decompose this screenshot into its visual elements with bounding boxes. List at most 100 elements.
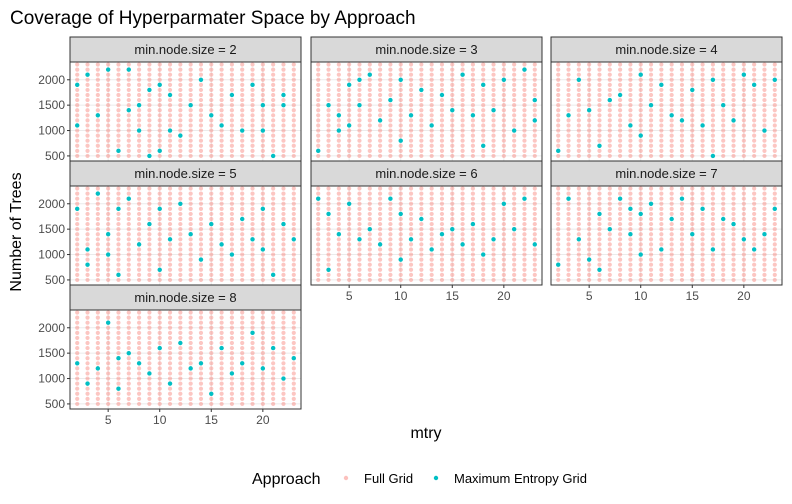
full-grid-point <box>357 138 362 143</box>
full-grid-point <box>470 123 476 128</box>
full-grid-point <box>95 401 100 407</box>
full-grid-point <box>95 242 100 247</box>
full-grid-point <box>147 361 152 366</box>
full-grid-point <box>147 201 152 206</box>
full-grid-point <box>398 108 403 113</box>
full-grid-point <box>648 82 654 87</box>
full-grid-point <box>229 366 235 371</box>
full-grid-point <box>710 257 716 262</box>
full-grid-point <box>75 345 80 351</box>
full-grid-point <box>377 191 383 196</box>
full-grid-point <box>126 128 131 133</box>
full-grid-point <box>659 237 664 242</box>
full-grid-point <box>628 191 633 196</box>
full-grid-point <box>281 356 286 361</box>
full-grid-point <box>460 103 465 108</box>
full-grid-point <box>419 206 424 211</box>
full-grid-point <box>281 335 286 341</box>
full-grid-point <box>576 221 581 227</box>
full-grid-point <box>491 206 496 211</box>
full-grid-point <box>219 128 224 133</box>
full-grid-point <box>106 206 111 211</box>
full-grid-point <box>669 108 674 113</box>
full-grid-point <box>752 67 757 72</box>
full-grid-point <box>522 138 527 143</box>
full-grid-point <box>271 310 276 315</box>
full-grid-point <box>597 186 602 191</box>
full-grid-point <box>75 376 80 381</box>
full-grid-point <box>357 252 362 257</box>
full-grid-point <box>85 361 90 366</box>
full-grid-point <box>326 201 331 206</box>
full-grid-point <box>136 82 142 87</box>
full-grid-point <box>147 206 152 211</box>
full-grid-point <box>377 87 383 93</box>
full-grid-point <box>587 277 592 283</box>
full-grid-point <box>460 92 465 98</box>
full-grid-point <box>762 103 767 108</box>
full-grid-point <box>167 257 173 262</box>
full-grid-point <box>419 227 424 232</box>
full-grid-point <box>522 118 527 123</box>
full-grid-point <box>281 216 286 222</box>
full-grid-point <box>481 242 486 247</box>
full-grid-point <box>607 237 612 242</box>
full-grid-point <box>450 153 455 159</box>
full-grid-point <box>347 247 352 252</box>
full-grid-point <box>106 87 111 93</box>
full-grid-point <box>460 247 465 252</box>
full-grid-point <box>316 87 321 93</box>
full-grid-point <box>85 376 90 381</box>
full-grid-point <box>178 272 183 277</box>
full-grid-point <box>291 92 296 98</box>
full-grid-point <box>481 247 486 252</box>
full-grid-point <box>429 148 434 153</box>
full-grid-point <box>388 108 393 113</box>
full-grid-point <box>336 277 341 283</box>
full-grid-point <box>576 103 581 108</box>
full-grid-point <box>762 267 767 272</box>
full-grid-point <box>388 267 393 272</box>
max-entropy-point <box>178 340 183 346</box>
full-grid-point <box>439 211 445 217</box>
full-grid-point <box>85 351 90 356</box>
full-grid-point <box>347 128 352 133</box>
full-grid-point <box>126 267 131 272</box>
full-grid-point <box>669 133 674 138</box>
full-grid-point <box>291 227 296 232</box>
full-grid-point <box>607 123 612 128</box>
full-grid-point <box>240 133 245 138</box>
full-grid-point <box>367 257 372 262</box>
full-grid-point <box>85 391 90 396</box>
full-grid-point <box>512 232 517 237</box>
full-grid-point <box>450 216 455 222</box>
full-grid-point <box>271 252 276 257</box>
full-grid-point <box>607 138 612 143</box>
full-grid-point <box>240 325 245 330</box>
full-grid-point <box>450 77 455 82</box>
full-grid-point <box>501 138 506 143</box>
full-grid-point <box>388 128 393 133</box>
full-grid-point <box>75 310 80 315</box>
full-grid-point <box>408 143 414 148</box>
full-grid-point <box>501 82 506 87</box>
full-grid-point <box>136 62 142 67</box>
full-grid-point <box>271 371 276 376</box>
full-grid-point <box>607 118 612 123</box>
full-grid-point <box>250 340 255 346</box>
full-grid-point <box>450 191 455 196</box>
full-grid-point <box>291 376 296 381</box>
full-grid-point <box>566 227 571 232</box>
full-grid-point <box>271 148 276 153</box>
full-grid-point <box>398 196 403 201</box>
full-grid-point <box>501 92 506 98</box>
full-grid-point <box>167 310 173 315</box>
full-grid-point <box>628 277 633 283</box>
full-grid-point <box>167 201 173 206</box>
full-grid-point <box>532 237 537 242</box>
full-grid-point <box>209 247 214 252</box>
full-grid-point <box>388 262 393 267</box>
full-grid-point <box>491 62 496 67</box>
full-grid-point <box>126 77 131 82</box>
full-grid-point <box>198 272 204 277</box>
